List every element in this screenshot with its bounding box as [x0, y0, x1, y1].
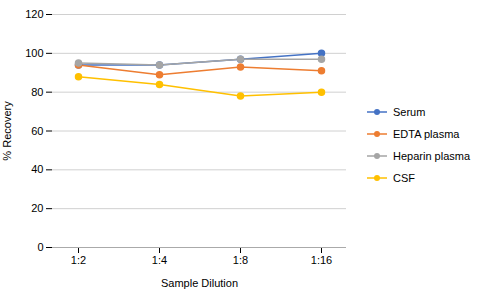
- html-text:Serum: Serum: [393, 105, 426, 118]
- svg-text:80: 80: [31, 86, 43, 98]
- svg-text:Sample Dilution: Sample Dilution: [161, 277, 238, 289]
- svg-text:120: 120: [25, 8, 43, 20]
- svg-text:1:8: 1:8: [233, 254, 248, 266]
- svg-text:1:2: 1:2: [71, 254, 86, 266]
- html-text:EDTA plasma: EDTA plasma: [393, 127, 460, 140]
- svg-text:20: 20: [31, 202, 43, 214]
- svg-text:40: 40: [31, 163, 43, 175]
- html-text:CSF: CSF: [393, 171, 415, 184]
- svg-text:% Recovery: % Recovery: [1, 101, 13, 161]
- html-text:Heparin plasma: Heparin plasma: [393, 149, 470, 162]
- svg-text:60: 60: [31, 125, 43, 137]
- svg-text:1:4: 1:4: [152, 254, 167, 266]
- svg-text:100: 100: [25, 47, 43, 59]
- svg-text:1:16: 1:16: [311, 254, 332, 266]
- svg-text:0: 0: [37, 241, 43, 253]
